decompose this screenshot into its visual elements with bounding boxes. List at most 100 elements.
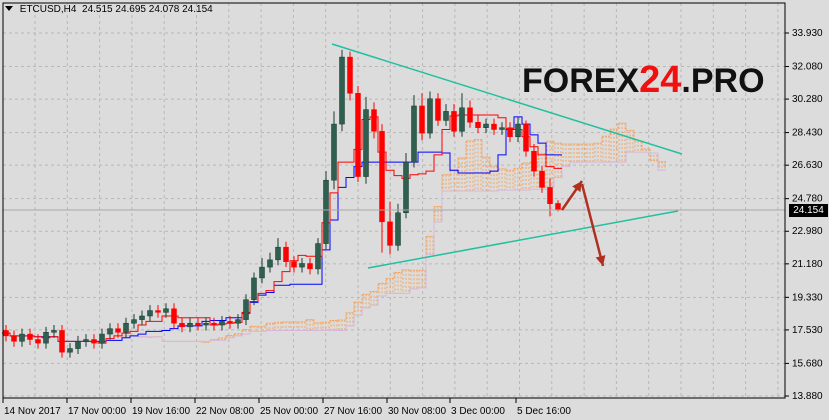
candle-body: [235, 319, 241, 324]
candle: [395, 203, 401, 251]
candle-body: [275, 246, 281, 261]
candle: [35, 334, 41, 349]
x-tick-label: 3 Dec 00:00: [451, 406, 505, 417]
down-arrow-icon: [580, 183, 606, 267]
arrow-head: [595, 255, 606, 266]
candle: [51, 325, 57, 338]
candle: [91, 334, 97, 349]
candle-body: [331, 123, 337, 181]
dropdown-triangle-icon[interactable]: [5, 6, 13, 11]
candle-body: [467, 107, 473, 123]
candle-body: [459, 107, 465, 132]
candle-body: [379, 131, 385, 223]
y-tick-label: 15.680: [792, 358, 823, 369]
candle: [211, 317, 217, 331]
candle: [523, 120, 529, 157]
candle-body: [171, 308, 177, 324]
candle-body: [259, 266, 265, 279]
candle-body: [163, 308, 169, 313]
candle-body: [491, 123, 497, 130]
candle: [507, 122, 513, 143]
candle: [187, 317, 193, 333]
candle-body: [355, 93, 361, 177]
candle: [179, 317, 185, 333]
candle: [451, 104, 457, 137]
candle-body: [211, 322, 217, 326]
candle-body: [155, 310, 161, 313]
candle: [355, 86, 361, 183]
candle-body: [403, 161, 409, 214]
candle-body: [227, 321, 233, 324]
candle-body: [483, 123, 489, 128]
candle: [411, 95, 417, 168]
candle: [459, 93, 465, 137]
candle: [427, 91, 433, 139]
candle: [379, 124, 385, 253]
candle: [531, 143, 537, 177]
candle-body: [395, 212, 401, 246]
candle: [267, 252, 273, 273]
candle-body: [363, 109, 369, 177]
candle-body: [531, 150, 537, 172]
y-tick-label: 17.530: [792, 325, 823, 336]
candle: [99, 328, 105, 349]
candle: [539, 165, 545, 193]
x-tick-label: 22 Nov 08:00: [196, 406, 254, 417]
candle: [371, 102, 377, 139]
candle: [291, 256, 297, 273]
candle: [403, 153, 409, 219]
candle: [443, 104, 449, 126]
candle-body: [419, 105, 425, 134]
candle-body: [27, 333, 33, 340]
candle: [467, 100, 473, 128]
candle-body: [91, 339, 97, 344]
candle: [115, 323, 121, 338]
candle: [163, 303, 169, 318]
candle: [475, 115, 481, 134]
candle-body: [299, 263, 305, 268]
candle: [259, 258, 265, 284]
candle-body: [251, 277, 257, 300]
candle-body: [19, 333, 25, 342]
y-tick-label: 28.430: [792, 128, 823, 139]
candle-body: [339, 56, 345, 125]
candle-body: [411, 105, 417, 163]
candle: [235, 314, 241, 329]
y-tick-label: 32.080: [792, 61, 823, 72]
candle: [387, 201, 393, 255]
candle-body: [267, 259, 273, 268]
candle-body: [187, 322, 193, 328]
candle-body: [203, 322, 209, 326]
candle-body: [115, 328, 121, 333]
candle-body: [499, 127, 505, 130]
candle: [11, 330, 17, 347]
candle: [139, 310, 145, 326]
forex24-logo: FOREX24.PRO: [522, 60, 765, 101]
candle-body: [371, 109, 377, 132]
candle-body: [323, 179, 329, 244]
y-tick-label: 30.280: [792, 94, 823, 105]
y-tick-label: 24.780: [792, 194, 823, 205]
x-tick-label: 25 Nov 00:00: [260, 406, 318, 417]
candle-body: [179, 322, 185, 328]
candle: [203, 317, 209, 331]
candle: [499, 122, 505, 135]
current-price-tag: 24.154: [789, 204, 828, 217]
candle-body: [283, 246, 289, 262]
y-tick-label: 33.930: [792, 28, 823, 39]
candle-body: [219, 321, 225, 326]
candle-body: [443, 111, 449, 121]
x-tick-label: 17 Nov 00:00: [68, 406, 126, 417]
candle: [195, 317, 201, 331]
candle: [275, 238, 281, 266]
y-tick-label: 21.180: [792, 259, 823, 270]
arrow-shaft: [580, 183, 605, 267]
candles: [3, 49, 561, 358]
candle: [123, 317, 129, 338]
candle: [219, 315, 225, 331]
candle: [363, 96, 369, 184]
candle: [483, 118, 489, 134]
candle-body: [43, 332, 49, 344]
candle: [107, 323, 113, 340]
